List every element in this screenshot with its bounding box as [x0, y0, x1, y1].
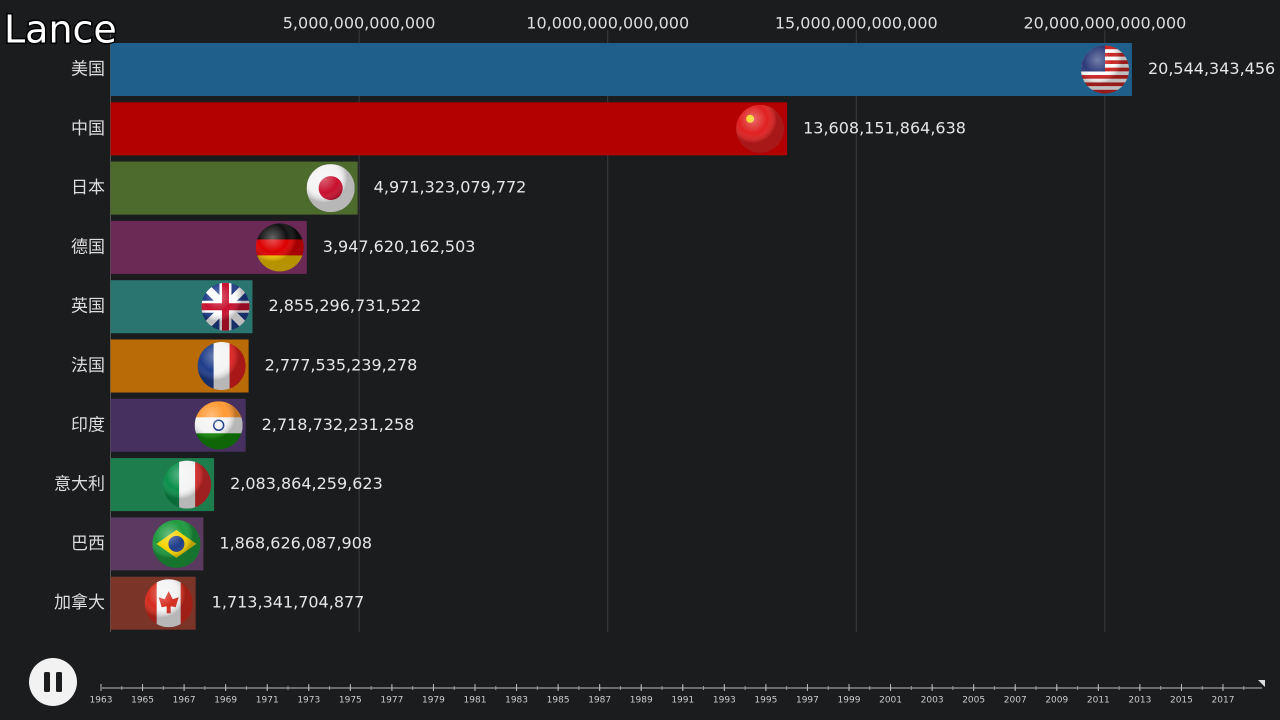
value-label: 1,868,626,087,908 — [219, 533, 372, 552]
flag — [201, 282, 250, 331]
timeline-label: 1993 — [713, 696, 736, 706]
timeline-label: 1963 — [90, 696, 113, 706]
timeline-label: 1997 — [796, 696, 819, 706]
timeline-label: 2015 — [1170, 696, 1193, 706]
flag-shine — [163, 460, 212, 509]
flag — [152, 519, 201, 568]
value-label: 4,971,323,079,772 — [374, 178, 527, 197]
x-tick-label: 5,000,000,000,000 — [283, 14, 436, 33]
value-label: 3,947,620,162,503 — [323, 237, 476, 256]
flag-shine — [194, 401, 243, 450]
timeline-label: 1985 — [547, 696, 570, 706]
x-tick-label: 20,000,000,000,000 — [1023, 14, 1186, 33]
watermark: Lance — [4, 8, 117, 52]
flag — [255, 223, 304, 272]
timeline-label: 1995 — [754, 696, 777, 706]
timeline-label: 1975 — [339, 696, 362, 706]
value-label: 1,713,341,704,877 — [212, 593, 365, 612]
x-tick-label: 10,000,000,000,000 — [526, 14, 689, 33]
category-label: 中国 — [71, 119, 105, 139]
category-label: 法国 — [71, 356, 105, 376]
category-label: 巴西 — [71, 534, 105, 554]
value-label: 2,777,535,239,278 — [265, 356, 418, 375]
value-label: 20,544,343,456 — [1148, 59, 1275, 78]
timeline-label: 1971 — [256, 696, 279, 706]
flag — [736, 104, 785, 153]
flag-shine — [201, 282, 250, 331]
timeline-label: 1969 — [214, 696, 237, 706]
category-label: 加拿大 — [54, 592, 105, 613]
timeline-label: 2017 — [1212, 696, 1235, 706]
timeline-label: 1991 — [671, 696, 694, 706]
timeline-label: 1989 — [630, 696, 653, 706]
bar — [110, 43, 1132, 96]
value-label: 13,608,151,864,638 — [803, 118, 966, 137]
flag — [194, 401, 243, 450]
flag-shine — [736, 104, 785, 153]
timeline-label: 1981 — [464, 696, 487, 706]
timeline-label: 1979 — [422, 696, 445, 706]
x-tick-label: 15,000,000,000,000 — [775, 14, 938, 33]
flag — [163, 460, 212, 509]
timeline-label: 1987 — [588, 696, 611, 706]
value-label: 2,855,296,731,522 — [268, 296, 421, 315]
flag-shine — [152, 519, 201, 568]
flag-shine — [144, 579, 193, 628]
timeline-slider[interactable] — [1258, 680, 1265, 687]
timeline-label: 2013 — [1128, 696, 1151, 706]
timeline-label: 1967 — [173, 696, 196, 706]
flag — [1080, 45, 1129, 94]
timeline-label: 2005 — [962, 696, 985, 706]
timeline-label: 2007 — [1004, 696, 1027, 706]
timeline-label: 1999 — [838, 696, 861, 706]
category-label: 印度 — [71, 415, 105, 435]
flag-shine — [255, 223, 304, 272]
category-label: 意大利 — [54, 475, 105, 495]
timeline-label: 2009 — [1045, 696, 1068, 706]
timeline-label: 2011 — [1087, 696, 1110, 706]
flag-shine — [1080, 45, 1129, 94]
flag-shine — [306, 164, 355, 213]
category-label: 德国 — [71, 237, 105, 257]
flag — [306, 164, 355, 213]
value-label: 2,718,732,231,258 — [262, 415, 415, 434]
timeline-label: 1977 — [380, 696, 403, 706]
pause-button[interactable] — [29, 658, 77, 706]
category-label: 美国 — [71, 60, 105, 80]
bar — [110, 102, 788, 156]
timeline-label: 2003 — [921, 696, 944, 706]
category-label: 英国 — [71, 297, 105, 317]
value-label: 2,083,864,259,623 — [230, 474, 383, 493]
timeline-label: 1983 — [505, 696, 528, 706]
category-label: 日本 — [71, 178, 105, 198]
timeline-label: 1973 — [297, 696, 320, 706]
flag-shine — [197, 342, 246, 390]
flag — [197, 342, 246, 390]
timeline-label: 1965 — [131, 696, 154, 706]
timeline-label: 2001 — [879, 696, 902, 706]
